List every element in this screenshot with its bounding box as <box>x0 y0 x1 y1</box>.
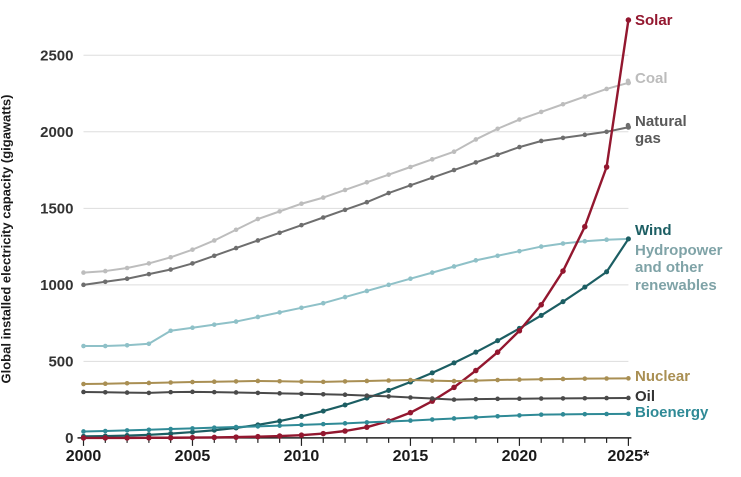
svg-text:0: 0 <box>65 430 73 447</box>
svg-text:2005: 2005 <box>175 448 211 465</box>
svg-text:2500: 2500 <box>40 47 73 64</box>
svg-text:2025*: 2025* <box>607 448 650 465</box>
svg-text:2015: 2015 <box>393 448 429 465</box>
svg-text:2000: 2000 <box>66 448 102 465</box>
svg-text:1500: 1500 <box>40 200 73 217</box>
svg-text:1000: 1000 <box>40 277 73 294</box>
svg-text:2000: 2000 <box>40 124 73 141</box>
svg-text:2010: 2010 <box>284 448 320 465</box>
svg-text:2020: 2020 <box>502 448 538 465</box>
svg-text:500: 500 <box>48 353 73 370</box>
